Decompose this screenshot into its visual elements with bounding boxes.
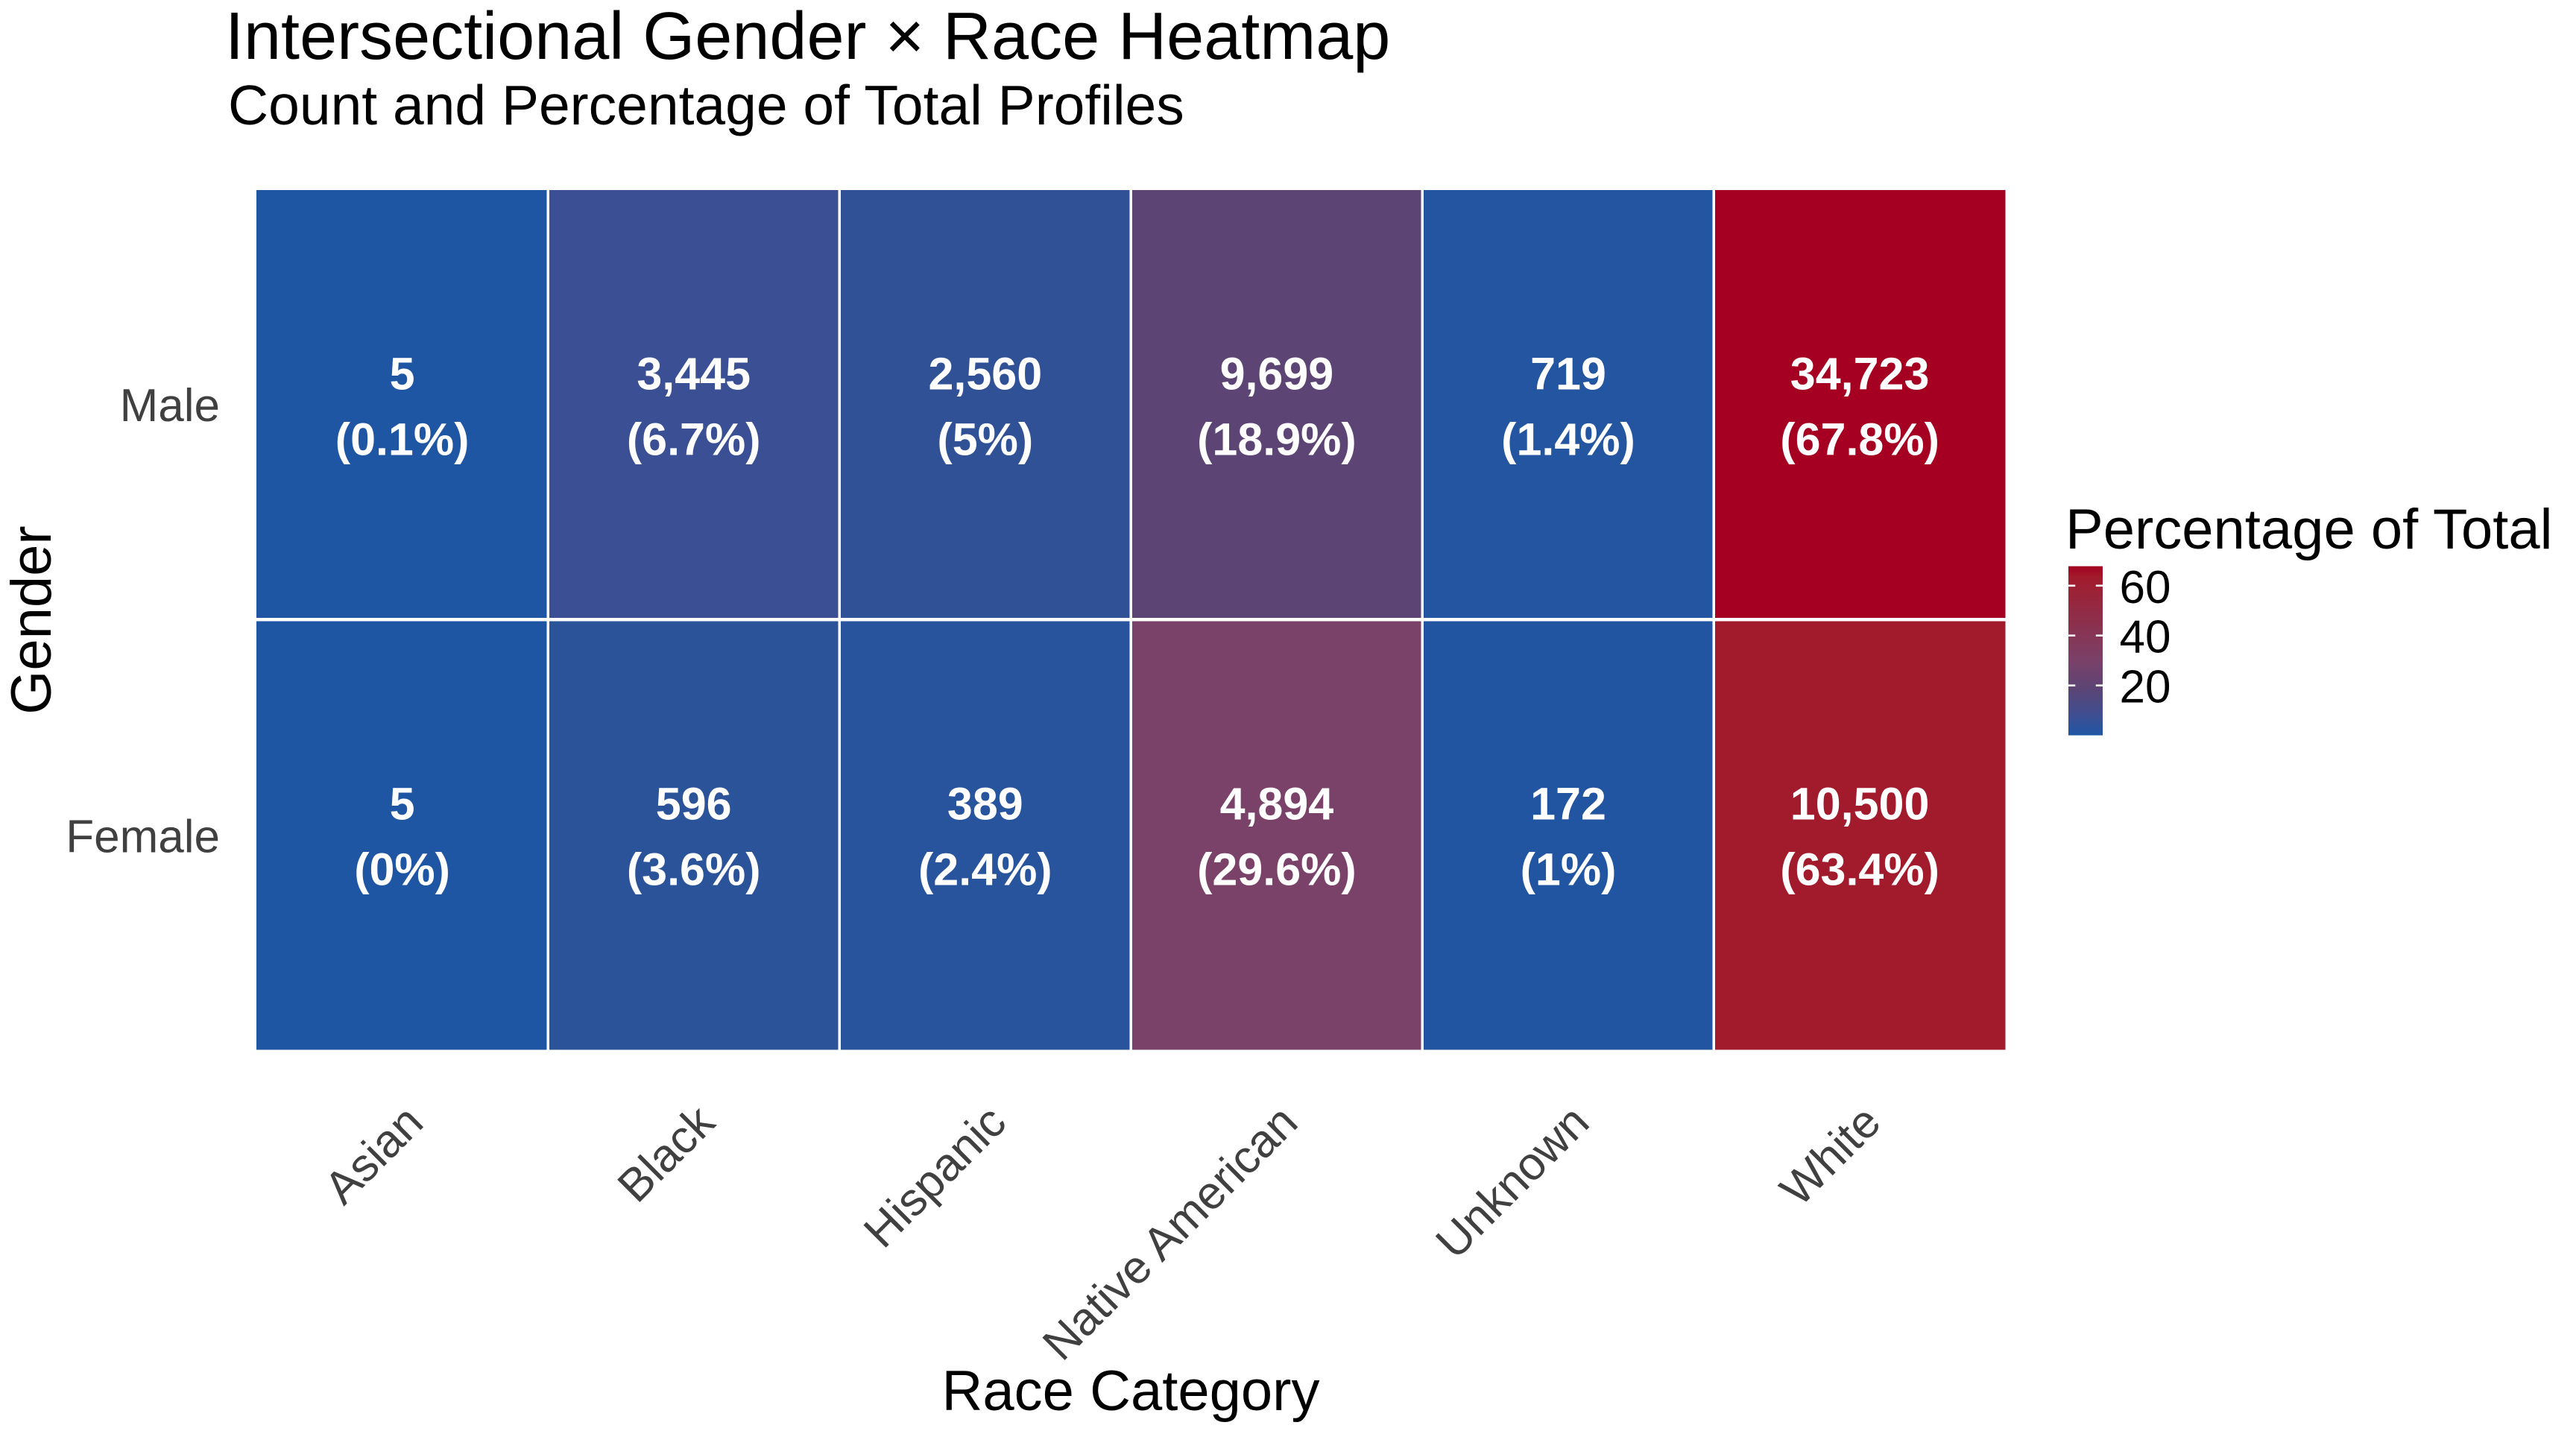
svg-text:9,699: 9,699	[1220, 348, 1334, 399]
svg-text:(29.6%): (29.6%)	[1197, 844, 1357, 894]
svg-text:(3.6%): (3.6%)	[627, 844, 761, 894]
svg-text:(2.4%): (2.4%)	[918, 844, 1052, 894]
svg-text:Count and Percentage of Total: Count and Percentage of Total Profiles	[228, 74, 1184, 136]
svg-text:596: 596	[656, 778, 732, 829]
svg-text:(18.9%): (18.9%)	[1197, 414, 1357, 464]
svg-text:(5%): (5%)	[937, 414, 1033, 464]
svg-text:(67.8%): (67.8%)	[1780, 414, 1939, 464]
svg-text:719: 719	[1530, 348, 1606, 399]
svg-text:Gender: Gender	[0, 525, 63, 715]
svg-text:4,894: 4,894	[1220, 778, 1334, 829]
svg-text:34,723: 34,723	[1790, 348, 1930, 399]
svg-text:Male: Male	[120, 380, 220, 432]
svg-text:40: 40	[2120, 612, 2171, 663]
svg-text:10,500: 10,500	[1790, 778, 1930, 829]
svg-text:20: 20	[2120, 662, 2171, 713]
svg-text:389: 389	[947, 778, 1023, 829]
svg-text:3,445: 3,445	[637, 348, 751, 399]
svg-text:Percentage of Total: Percentage of Total	[2065, 498, 2553, 561]
svg-text:(0.1%): (0.1%)	[335, 414, 470, 464]
svg-text:(1%): (1%)	[1521, 844, 1617, 894]
svg-text:172: 172	[1530, 778, 1606, 829]
svg-text:5: 5	[390, 778, 415, 829]
svg-text:Intersectional Gender × Race H: Intersectional Gender × Race Heatmap	[225, 0, 1390, 74]
svg-text:Race Category: Race Category	[942, 1359, 1320, 1423]
svg-text:(1.4%): (1.4%)	[1501, 414, 1635, 464]
svg-text:(6.7%): (6.7%)	[627, 414, 761, 464]
svg-text:60: 60	[2120, 562, 2171, 613]
svg-text:Female: Female	[66, 812, 220, 863]
svg-text:(0%): (0%)	[354, 844, 450, 894]
svg-text:(63.4%): (63.4%)	[1780, 844, 1939, 894]
svg-text:2,560: 2,560	[928, 348, 1042, 399]
svg-text:5: 5	[390, 348, 415, 399]
